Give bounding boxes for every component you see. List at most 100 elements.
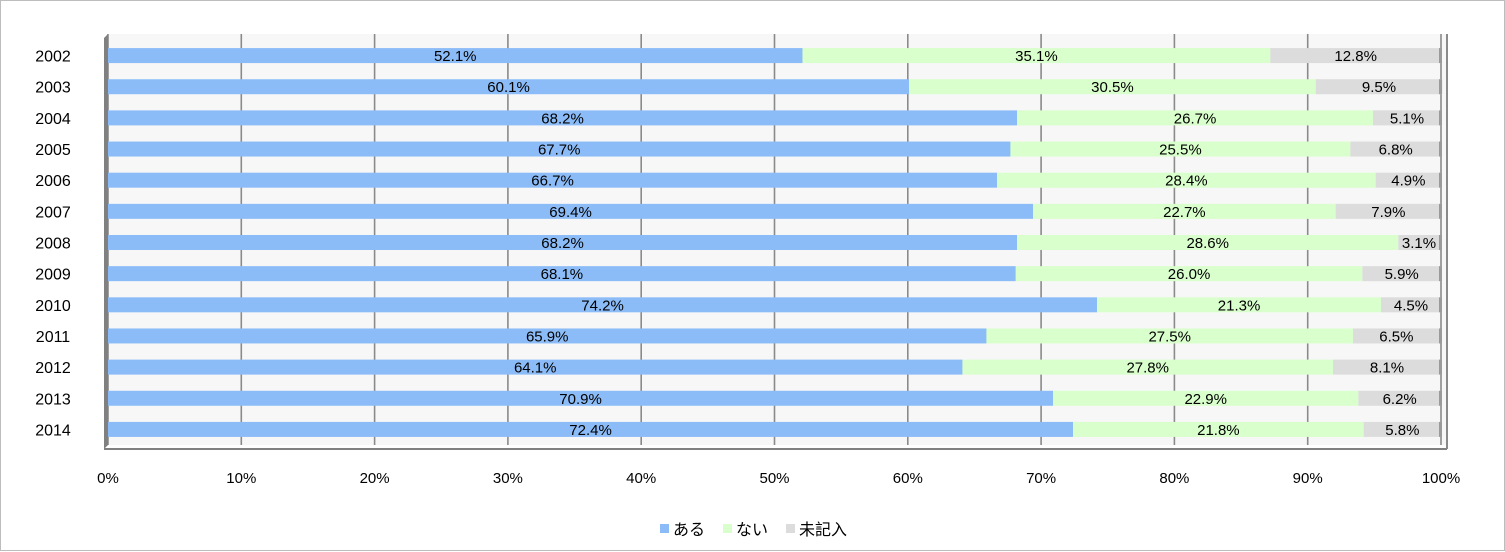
data-label: 67.7% bbox=[538, 142, 581, 159]
legend-label-mikinyu: 未記入 bbox=[799, 520, 848, 539]
category-label: 2008 bbox=[35, 236, 71, 253]
category-label: 2012 bbox=[35, 360, 71, 377]
x-tick-label: 20% bbox=[360, 470, 390, 487]
data-label: 26.7% bbox=[1174, 110, 1217, 127]
data-label: 26.0% bbox=[1168, 266, 1211, 283]
category-label: 2004 bbox=[35, 111, 71, 128]
bar-segment bbox=[1015, 266, 1363, 282]
legend-swatch-mikinyu bbox=[786, 523, 795, 533]
bar-segment bbox=[1375, 172, 1441, 188]
data-label: 60.1% bbox=[487, 79, 530, 96]
data-label: 35.1% bbox=[1015, 48, 1058, 65]
legend-item-mikinyu: 未記入 bbox=[786, 516, 847, 540]
legend-item-nai: ない bbox=[722, 516, 768, 540]
bar-segment bbox=[1353, 328, 1440, 344]
data-label: 74.2% bbox=[581, 297, 624, 314]
bar-end-edge bbox=[1439, 203, 1442, 219]
bar-segment bbox=[108, 79, 910, 95]
bar-end-edge bbox=[1439, 235, 1442, 250]
x-tick-label: 70% bbox=[1026, 470, 1056, 487]
bar-segment bbox=[1017, 110, 1374, 126]
data-label: 8.1% bbox=[1370, 360, 1404, 377]
data-label: 9.5% bbox=[1362, 79, 1396, 96]
data-label: 30.5% bbox=[1091, 79, 1134, 96]
x-tick-label: 10% bbox=[226, 470, 256, 487]
bar-segment bbox=[108, 203, 1034, 219]
data-label: 52.1% bbox=[434, 48, 477, 65]
bar-segment bbox=[108, 141, 1011, 157]
category-label: 2013 bbox=[35, 391, 71, 408]
bar-segment bbox=[1363, 421, 1441, 437]
x-tick-label: 0% bbox=[97, 470, 119, 487]
data-label: 28.6% bbox=[1186, 235, 1229, 252]
data-label: 64.1% bbox=[514, 360, 557, 377]
x-tick-label: 90% bbox=[1293, 470, 1323, 487]
category-label: 2006 bbox=[35, 173, 71, 190]
data-label: 25.5% bbox=[1159, 142, 1202, 159]
bar-segment bbox=[1097, 297, 1382, 313]
data-label: 66.7% bbox=[531, 173, 574, 190]
category-label: 2010 bbox=[35, 298, 71, 315]
category-label: 2009 bbox=[35, 267, 71, 284]
bar-segment bbox=[1373, 110, 1441, 126]
bar-segment bbox=[1350, 141, 1441, 157]
category-label: 2002 bbox=[35, 49, 71, 66]
bar-segment bbox=[1010, 141, 1351, 157]
bar-segment bbox=[802, 48, 1271, 64]
data-label: 4.9% bbox=[1391, 173, 1425, 190]
bar-end-edge bbox=[1439, 359, 1442, 375]
bar-segment bbox=[962, 359, 1334, 375]
plot-left-wall bbox=[104, 34, 108, 449]
category-label: 2014 bbox=[35, 422, 71, 439]
bar-end-edge bbox=[1439, 48, 1442, 64]
bar-segment bbox=[1381, 297, 1441, 313]
bar-end-edge bbox=[1439, 390, 1442, 406]
x-tick-label: 50% bbox=[759, 470, 789, 487]
bar-end-edge bbox=[1439, 297, 1442, 313]
data-label: 6.8% bbox=[1379, 142, 1413, 159]
bar-segment bbox=[909, 79, 1316, 95]
bar-segment bbox=[108, 110, 1018, 126]
bar-end-edge bbox=[1439, 79, 1442, 95]
data-label: 27.8% bbox=[1126, 360, 1169, 377]
bar-segment bbox=[1033, 203, 1336, 219]
bar-segment bbox=[1335, 203, 1441, 219]
data-label: 6.5% bbox=[1379, 328, 1413, 345]
legend-label-nai: ない bbox=[735, 520, 768, 539]
data-label: 7.9% bbox=[1371, 204, 1405, 221]
bar-segment bbox=[108, 235, 1018, 250]
bar-segment bbox=[1270, 48, 1441, 64]
legend-swatch-aru bbox=[659, 523, 669, 533]
bar-segment bbox=[108, 359, 963, 375]
bar-segment bbox=[1358, 390, 1441, 406]
bar-end-edge bbox=[1439, 421, 1442, 437]
x-tick-label: 30% bbox=[493, 470, 523, 487]
bar-segment bbox=[1362, 266, 1441, 282]
data-label: 5.9% bbox=[1385, 266, 1419, 283]
category-label: 2005 bbox=[35, 142, 71, 159]
category-label: 2007 bbox=[35, 204, 71, 221]
data-label: 27.5% bbox=[1148, 328, 1191, 345]
data-label: 5.1% bbox=[1390, 110, 1424, 127]
bar-segment bbox=[1333, 359, 1441, 375]
bar-segment bbox=[108, 390, 1054, 406]
data-label: 21.8% bbox=[1197, 422, 1240, 439]
x-tick-label: 100% bbox=[1422, 470, 1460, 487]
x-tick-label: 40% bbox=[626, 470, 656, 487]
bar-segment bbox=[997, 172, 1376, 188]
data-label: 4.5% bbox=[1394, 297, 1428, 314]
x-tick-label: 80% bbox=[1159, 470, 1189, 487]
bar-segment bbox=[1398, 235, 1440, 250]
data-label: 65.9% bbox=[526, 328, 569, 345]
data-label: 22.7% bbox=[1163, 204, 1206, 221]
legend-swatch-nai bbox=[722, 523, 732, 533]
data-label: 22.9% bbox=[1184, 391, 1227, 408]
bar-segment bbox=[1073, 421, 1364, 437]
data-label: 70.9% bbox=[559, 391, 602, 408]
bar-end-edge bbox=[1439, 110, 1442, 126]
data-label: 68.1% bbox=[541, 266, 584, 283]
bar-segment bbox=[1315, 79, 1443, 95]
data-label: 21.3% bbox=[1218, 297, 1261, 314]
